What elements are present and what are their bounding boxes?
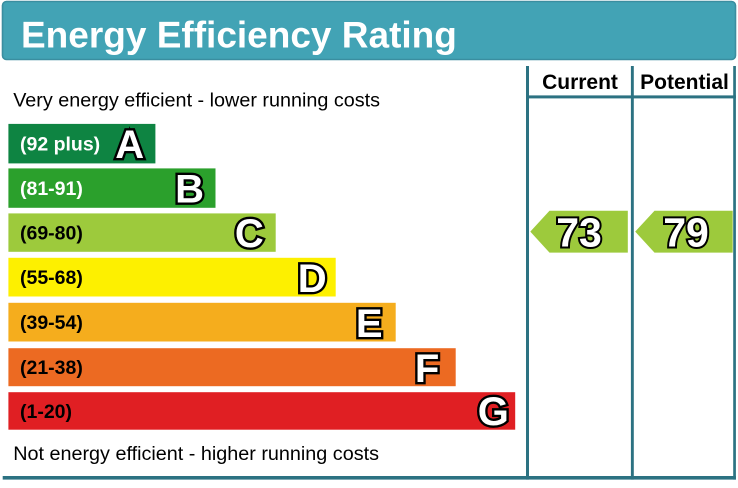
svg-text:Energy Efficiency Rating: Energy Efficiency Rating (21, 15, 457, 56)
svg-text:79: 79 (663, 210, 709, 256)
svg-text:(69-80): (69-80) (20, 223, 83, 245)
svg-text:G: G (478, 390, 509, 434)
svg-text:(92 plus): (92 plus) (20, 134, 100, 156)
svg-text:Very energy efficient - lower: Very energy efficient - lower running co… (13, 90, 380, 112)
svg-text:73: 73 (556, 210, 602, 256)
svg-text:D: D (298, 257, 327, 301)
svg-text:C: C (235, 212, 264, 256)
svg-text:(81-91): (81-91) (20, 178, 83, 200)
svg-text:(55-68): (55-68) (20, 267, 83, 289)
svg-text:Current: Current (542, 71, 618, 94)
svg-text:Potential: Potential (640, 71, 729, 94)
svg-text:A: A (115, 123, 144, 167)
svg-text:(1-20): (1-20) (20, 401, 72, 423)
svg-text:E: E (356, 302, 383, 346)
svg-text:(21-38): (21-38) (20, 357, 83, 379)
svg-text:Not energy efficient - higher: Not energy efficient - higher running co… (13, 443, 379, 465)
svg-text:B: B (175, 168, 204, 212)
svg-text:F: F (415, 347, 439, 391)
svg-text:(39-54): (39-54) (20, 312, 83, 334)
